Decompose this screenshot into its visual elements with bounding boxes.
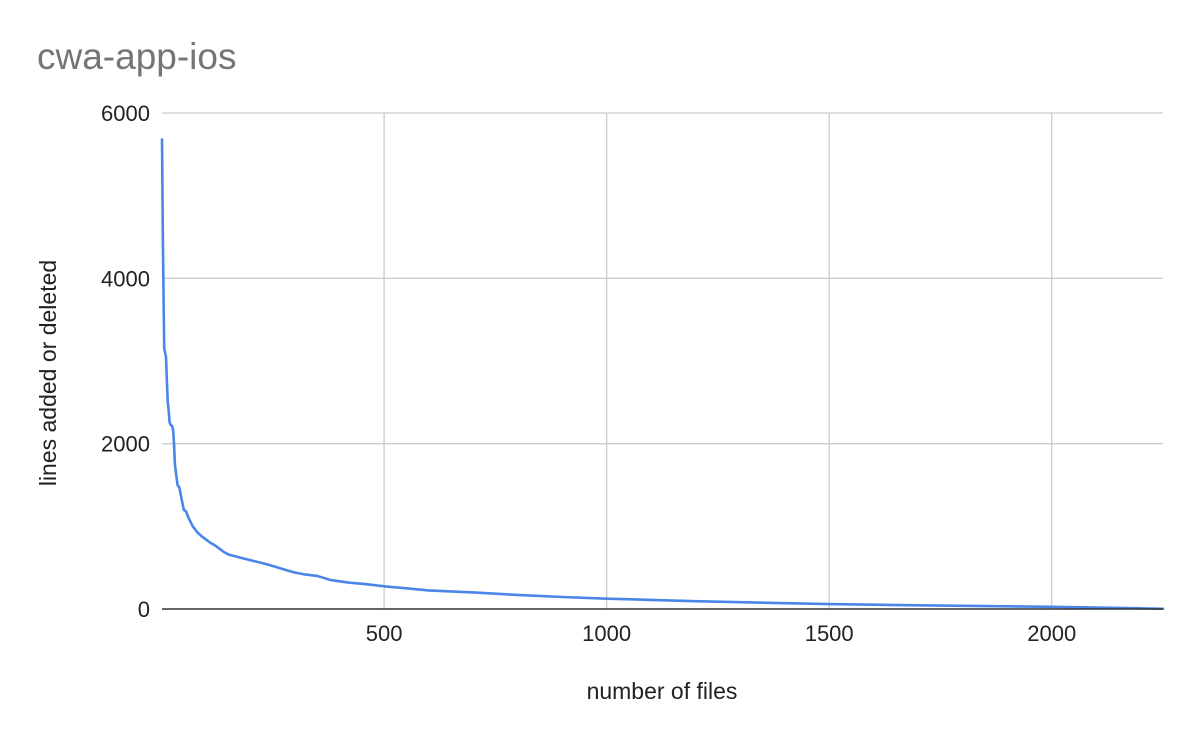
series-layer xyxy=(160,138,1165,611)
tick-labels: 0 2000 4000 6000 500 1000 1500 2000 xyxy=(101,101,1076,646)
x-tick-label: 1000 xyxy=(582,621,631,646)
y-tick-label: 4000 xyxy=(101,266,150,291)
chart-title: cwa-app-ios xyxy=(37,36,236,77)
x-tick-label: 2000 xyxy=(1027,621,1076,646)
y-axis-label: lines added or deleted xyxy=(35,260,61,486)
x-tick-label: 500 xyxy=(366,621,403,646)
gridlines xyxy=(162,112,1163,609)
y-tick-label: 2000 xyxy=(101,432,150,457)
y-tick-label: 6000 xyxy=(101,101,150,126)
x-axis-label: number of files xyxy=(587,678,738,704)
series-line-0 xyxy=(160,138,1165,611)
x-tick-label: 1500 xyxy=(805,621,854,646)
y-tick-label: 0 xyxy=(138,597,150,622)
